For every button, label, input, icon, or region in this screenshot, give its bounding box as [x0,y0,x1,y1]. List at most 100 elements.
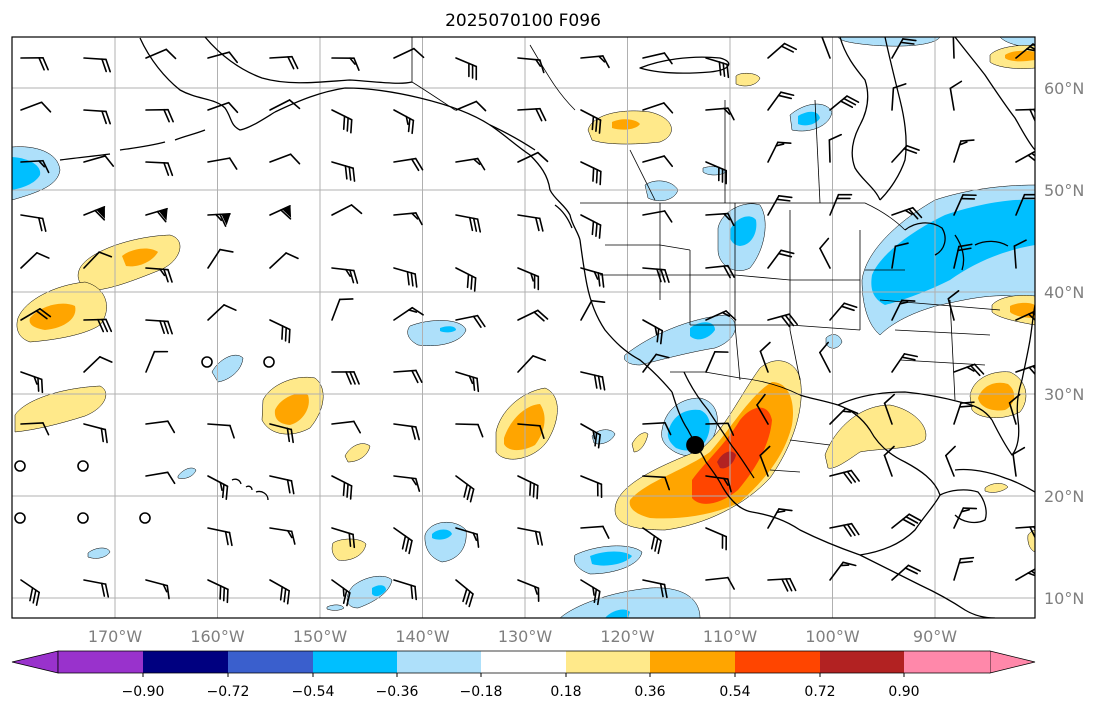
wind-barb [331,475,353,500]
wind-barb [947,290,960,321]
wind-barb [705,527,728,551]
wind-barb [20,371,44,394]
wind-barb [705,475,732,493]
wind-barb [767,91,795,111]
colorbar-tick-label: 0.54 [719,684,750,700]
wind-barb [455,314,486,329]
wind-barb [20,56,49,71]
wind-barb [953,507,978,529]
wind-barb [207,423,235,439]
wind-barb [829,193,853,216]
map-frame [11,36,1036,619]
wind-barb [20,579,40,606]
pos-core-pac-mid [274,393,309,425]
pos-core-yukon [612,119,640,130]
lon-tick-label: 100°W [805,627,860,646]
pos-area-caribbean [984,483,1009,493]
coast-bc [549,189,581,241]
wind-barb [580,267,605,288]
neg-area-texas [825,334,843,349]
wind-barb [269,205,292,220]
border-alaska-canada [411,37,456,111]
wind-barb [455,157,486,171]
colorbar-tick-label: 0.36 [634,684,665,700]
wind-barb [819,341,831,373]
wind-barb [891,38,917,59]
colorbar-segment [650,651,735,673]
wind-barb [953,194,977,216]
longitude-tick-labels: 170°W 160°W 150°W 140°W 130°W 120°W 110°W 100°W… [88,627,957,646]
wind-barb [767,577,797,592]
wind-barb [269,319,291,344]
wind-barb [517,151,549,163]
wind-barb [767,313,799,328]
neg-core-great-lakes [871,199,1035,305]
wind-barb [891,299,916,321]
wind-barb [891,513,922,529]
wind-barb [83,206,106,221]
lat-tick-label: 10°N [1044,589,1084,608]
calm-circle [14,460,26,472]
neg-core-nevada [690,322,715,340]
calm-circle [201,356,213,368]
colorbar-segment [143,651,228,673]
wind-barb [829,561,857,581]
wind-barb [269,423,294,444]
coast-hudson-east [879,37,907,201]
pos-core-pac-east [504,404,545,451]
wind-barb [517,309,549,322]
wind-barb [642,155,674,168]
wind-barb [580,299,606,321]
coast-labrador [954,37,1035,151]
wind-barb [1015,309,1035,324]
wind-barb [393,109,415,135]
wind-barb [455,423,484,438]
wind-barb [207,213,231,227]
wind-barb [891,144,920,163]
calm-circle [263,356,275,368]
calm-circle [77,460,89,472]
coast-us-west [579,239,673,393]
wind-barb [705,212,735,227]
coast-florida [991,379,1023,456]
wind-barb [207,304,237,321]
wind-barb [945,445,956,477]
coast-cuba [954,468,1035,493]
lon-tick-label: 140°W [395,627,450,646]
wind-barb [331,371,360,385]
pos-area-nw-territory [735,73,761,87]
colorbar-tick-label: −0.54 [292,684,335,700]
calm-circle [139,512,151,524]
wind-barb [145,48,177,60]
colorbar-segment [481,651,566,673]
wind-barb [891,83,907,111]
neg-area-hawaii [177,467,197,479]
wind-barb [580,109,602,134]
wind-barb [207,579,229,604]
coast-yucatan [939,489,987,524]
wind-barb [393,157,424,172]
wind-barb [393,212,423,226]
wind-barb [1015,150,1035,165]
wind-barb [455,527,480,548]
colorbar-segment [397,651,481,673]
wind-barb [393,306,424,321]
colorbar-tick-label: −0.90 [122,684,165,700]
coast-us-gulf [837,391,993,421]
wind-barb [83,109,111,125]
wind-barb [580,525,610,539]
calm-circle [14,512,26,524]
colorbar-tick-label: −0.18 [460,684,503,700]
wind-barb [829,302,858,321]
wind-barb [759,341,771,373]
wind-barb [83,318,113,333]
neg-core-alaska-west [12,157,41,190]
colorbar-segment [58,651,143,673]
wind-barb [83,57,111,73]
pos-core-florida [978,382,1015,411]
wind-barb [517,57,545,74]
neg-area-pac-s5 [87,547,111,559]
colorbar-segment [313,651,397,673]
wind-barb [455,57,478,81]
colorbar-tick-label: −0.36 [376,684,419,700]
